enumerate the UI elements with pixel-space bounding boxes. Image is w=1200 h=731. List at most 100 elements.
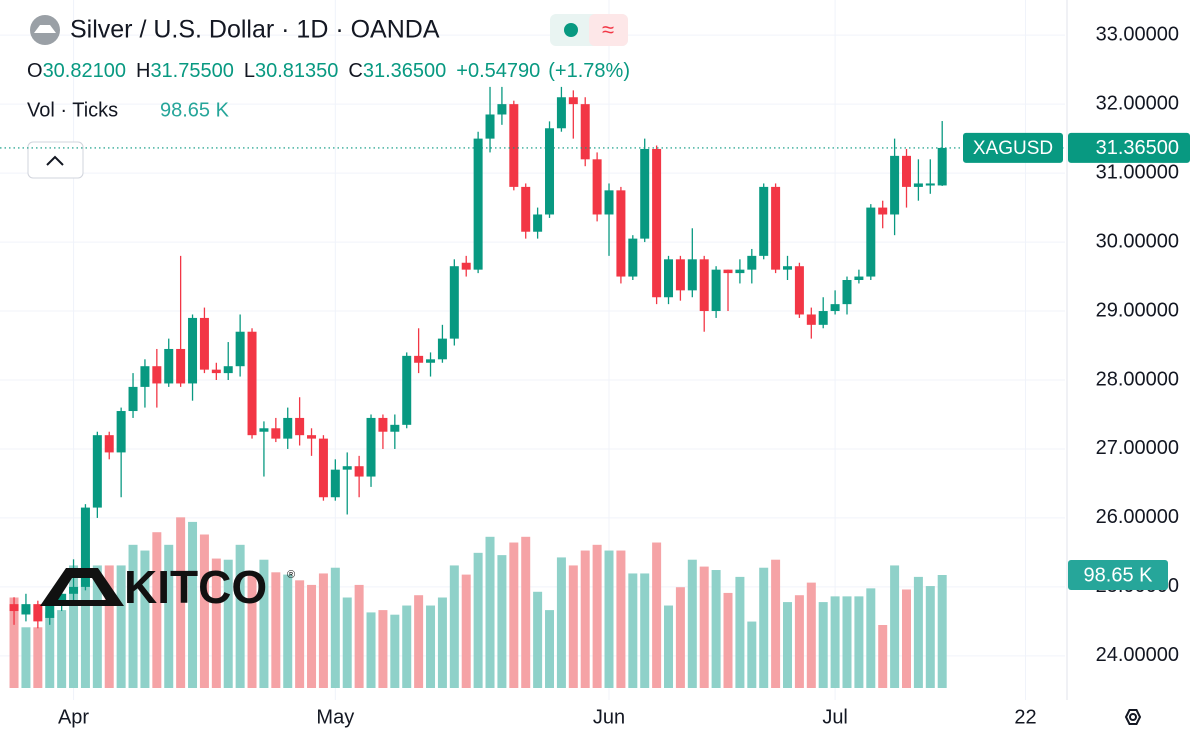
volume-bar <box>616 550 626 688</box>
candle-body <box>307 435 317 439</box>
volume-bar <box>818 602 828 688</box>
volume-bar <box>330 567 340 688</box>
volume-bar <box>295 580 305 688</box>
candle-body <box>497 104 507 115</box>
candle-layer <box>9 86 947 629</box>
y-tick-label: 27.00000 <box>1096 437 1179 459</box>
chart-title: Silver / U.S. Dollar · 1D · OANDA <box>70 16 440 44</box>
x-tick-label: Apr <box>58 706 89 728</box>
volume-bar <box>687 559 697 688</box>
legend-key: H <box>136 60 150 82</box>
candle-body <box>556 97 566 129</box>
collapse-button[interactable] <box>27 141 84 179</box>
price-label: 31.36500 <box>1096 137 1179 159</box>
legend-key: C <box>348 60 362 82</box>
volume-bar <box>652 542 662 688</box>
volume-bar <box>592 544 602 688</box>
y-tick-label: 30.00000 <box>1096 230 1179 252</box>
volume-bar <box>259 559 269 688</box>
volume-bar <box>92 565 102 688</box>
volume-bar <box>794 595 804 688</box>
candle-body <box>247 331 257 436</box>
volume-bar <box>640 573 650 688</box>
volume-bar <box>366 612 376 688</box>
volume-bar <box>735 576 745 688</box>
volume-bar <box>521 536 531 688</box>
volume-title: Vol · Ticks <box>27 99 118 121</box>
volume-bar <box>806 582 816 688</box>
legend-change: +0.54790 <box>456 60 540 82</box>
volume-bar <box>604 550 614 688</box>
candle-body <box>92 435 102 508</box>
volume-bar <box>545 610 555 688</box>
candle-body <box>80 507 90 587</box>
candle-body <box>199 317 209 370</box>
volume-bar <box>21 627 31 688</box>
candle-body <box>794 266 804 315</box>
volume-bar <box>485 536 495 688</box>
candle-body <box>830 304 840 312</box>
volume-bar <box>937 574 947 688</box>
candle-body <box>33 604 43 622</box>
volume-bar <box>199 534 209 688</box>
candle-body <box>604 190 614 215</box>
candle-body <box>402 355 412 425</box>
candle-body <box>628 238 638 277</box>
candle-body <box>283 417 293 439</box>
candle-body <box>342 466 352 470</box>
candle-body <box>57 593 67 605</box>
settings-dot <box>1129 713 1137 721</box>
volume-bar <box>152 532 162 688</box>
candle-body <box>437 338 447 360</box>
candle-body <box>735 269 745 274</box>
volume-bar <box>104 565 114 688</box>
x-tick-label: 22 <box>1014 706 1036 728</box>
legend-value: 30.81350 <box>255 60 338 82</box>
watermark-mark: ® <box>287 569 295 581</box>
symbol-label: XAGUSD <box>973 138 1053 159</box>
candle-body <box>271 428 281 439</box>
volume-bar <box>318 573 328 688</box>
volume-bar <box>473 552 483 688</box>
candle-body <box>568 97 578 105</box>
volume-bar <box>342 597 352 688</box>
volume-bar <box>461 574 471 688</box>
candle-body <box>652 148 662 298</box>
volume-bar <box>57 610 67 688</box>
candle-body <box>806 314 816 325</box>
volume-bar <box>271 572 281 688</box>
legend-value: 31.75500 <box>150 60 233 82</box>
volume-bar <box>176 517 186 688</box>
candle-body <box>104 435 114 453</box>
volume-bar <box>925 586 935 688</box>
volume-bar <box>390 614 400 688</box>
candle-body <box>485 114 495 139</box>
y-tick-label: 29.00000 <box>1096 299 1179 321</box>
volume-bar <box>45 612 55 688</box>
x-tick-label: Jul <box>822 706 848 728</box>
volume-bar <box>402 605 412 688</box>
volume-bar <box>842 596 852 688</box>
volume-bar <box>414 595 424 688</box>
candle-body <box>152 366 162 384</box>
market-open-dot <box>564 23 578 37</box>
legend-change-pct: (+1.78%) <box>548 60 630 82</box>
candle-body <box>818 311 828 325</box>
volume-bar <box>33 627 43 688</box>
candle-body <box>461 262 471 270</box>
watermark-text: KITCO <box>124 561 267 613</box>
header: Silver / U.S. Dollar · 1D · OANDA ≈ O30.… <box>27 14 630 179</box>
candle-body <box>533 214 543 232</box>
volume-bar <box>568 565 578 688</box>
y-tick-label: 26.00000 <box>1096 506 1179 528</box>
candle-body <box>545 128 555 215</box>
volume-bar <box>80 559 90 688</box>
settings-icon[interactable] <box>1124 709 1142 725</box>
volume-bar <box>116 565 126 688</box>
candle-body <box>925 183 935 186</box>
volume-bar <box>664 605 674 688</box>
candle-body <box>616 190 626 277</box>
volume-layer <box>9 517 947 688</box>
candle-body <box>901 155 911 187</box>
